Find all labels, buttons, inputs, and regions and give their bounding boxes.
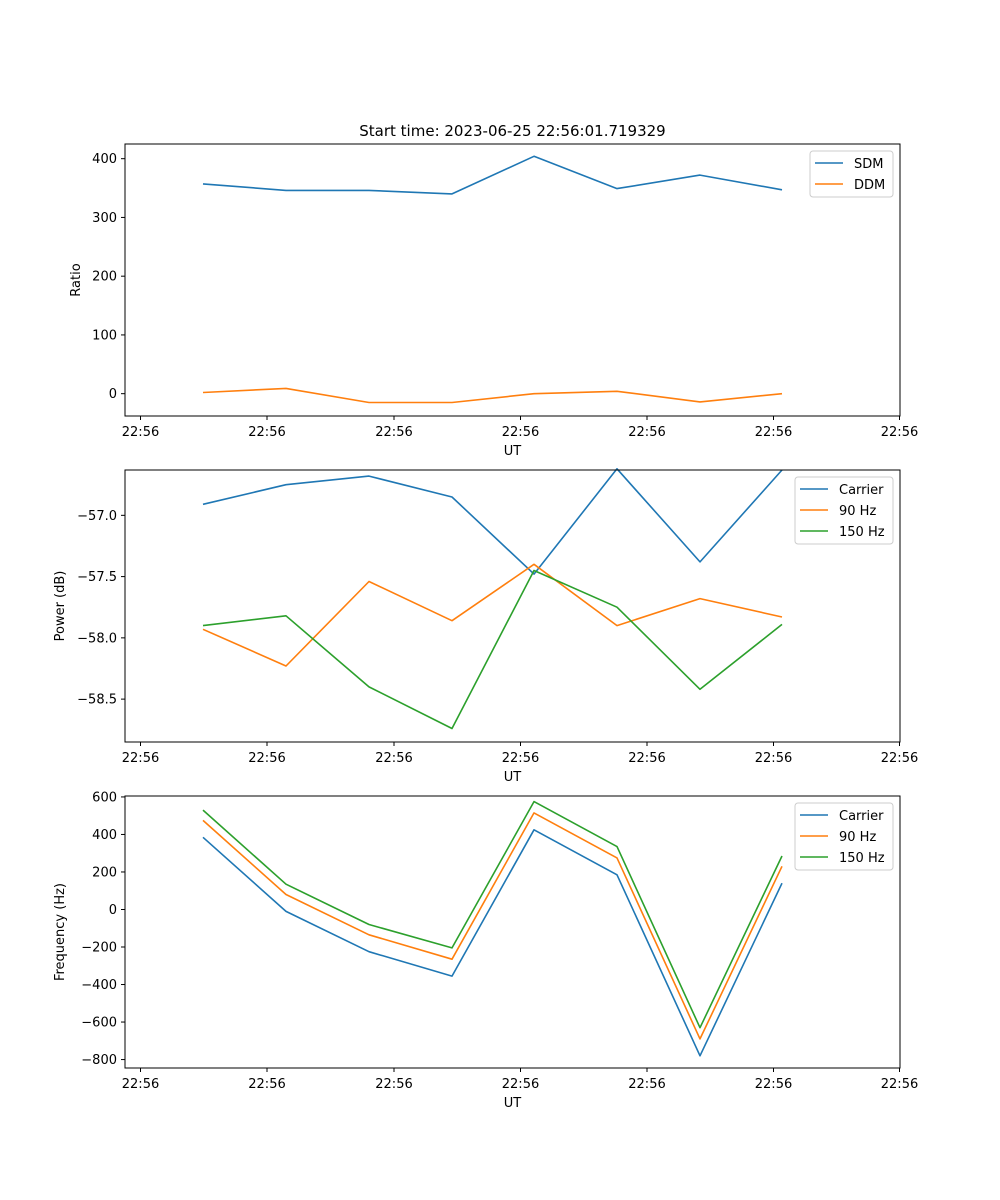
x-tick-label: 22:56 bbox=[248, 425, 285, 440]
y-tick-label: 0 bbox=[109, 903, 117, 918]
y-tick-label: 400 bbox=[92, 152, 117, 167]
y-axis-label: Ratio bbox=[69, 263, 84, 296]
y-tick-label: 400 bbox=[92, 828, 117, 843]
series-line-90-hz bbox=[202, 812, 783, 1040]
y-tick-label: −200 bbox=[81, 941, 117, 956]
legend-label: 90 Hz bbox=[839, 504, 876, 519]
x-tick-label: 22:56 bbox=[881, 751, 918, 766]
y-tick-label: 200 bbox=[92, 270, 117, 285]
legend bbox=[794, 802, 894, 871]
y-tick-label: −58.5 bbox=[77, 693, 117, 708]
x-tick-label: 22:56 bbox=[122, 751, 159, 766]
y-tick-label: −600 bbox=[81, 1016, 117, 1031]
y-tick-label: 600 bbox=[92, 790, 117, 805]
y-tick-label: 100 bbox=[92, 328, 117, 343]
frequency-panel: 22:56 22:56 22:56 22:56 22:56 22:56 22:56 UT −80… bbox=[53, 790, 918, 1111]
x-tick-label: 22:56 bbox=[502, 425, 539, 440]
y-axis-label: Frequency (Hz) bbox=[53, 883, 68, 981]
x-tick-label: 22:56 bbox=[881, 425, 918, 440]
x-tick-label: 22:56 bbox=[122, 1077, 159, 1092]
legend-label: 90 Hz bbox=[839, 830, 876, 845]
ratio-panel: 22:56 22:56 22:56 22:56 22:56 22:56 22:56 UT 0 10… bbox=[69, 143, 918, 459]
x-tick-label: 22:56 bbox=[375, 1077, 412, 1092]
x-tick-label: 22:56 bbox=[755, 751, 792, 766]
y-tick-label: −800 bbox=[81, 1053, 117, 1068]
x-tick-label: 22:56 bbox=[628, 425, 665, 440]
series-line-sdm bbox=[202, 155, 783, 195]
series-line-ddm bbox=[202, 387, 783, 404]
legend-label: DDM bbox=[854, 178, 885, 193]
power-panel: 22:56 22:56 22:56 22:56 22:56 22:56 22:56 UT −58… bbox=[53, 467, 918, 785]
x-tick-label: 22:56 bbox=[628, 1077, 665, 1092]
y-tick-label: −400 bbox=[81, 978, 117, 993]
x-tick-label: 22:56 bbox=[375, 751, 412, 766]
y-tick-label: 200 bbox=[92, 865, 117, 880]
x-tick-label: 22:56 bbox=[375, 425, 412, 440]
legend-label: Carrier bbox=[839, 483, 884, 498]
legend bbox=[794, 476, 894, 545]
axes-frame bbox=[124, 795, 901, 1069]
legend-label: Carrier bbox=[839, 809, 884, 824]
figure-title: Start time: 2023-06-25 22:56:01.719329 bbox=[359, 122, 665, 140]
y-tick-label: 300 bbox=[92, 211, 117, 226]
series-line-carrier bbox=[202, 467, 783, 575]
x-tick-label: 22:56 bbox=[881, 1077, 918, 1092]
y-tick-label: −57.5 bbox=[77, 570, 117, 585]
x-axis-label: UT bbox=[504, 444, 522, 459]
legend-label: 150 Hz bbox=[839, 525, 885, 540]
x-tick-label: 22:56 bbox=[248, 751, 285, 766]
x-tick-label: 22:56 bbox=[248, 1077, 285, 1092]
x-tick-label: 22:56 bbox=[502, 1077, 539, 1092]
y-tick-label: 0 bbox=[109, 387, 117, 402]
x-axis-label: UT bbox=[504, 770, 522, 785]
x-tick-label: 22:56 bbox=[628, 751, 665, 766]
x-tick-label: 22:56 bbox=[502, 751, 539, 766]
axes-frame bbox=[124, 143, 901, 417]
series-line-150-hz bbox=[202, 569, 783, 730]
axes-frame bbox=[124, 469, 901, 743]
x-axis-label: UT bbox=[504, 1096, 522, 1111]
series-line-150-hz bbox=[202, 800, 783, 1029]
x-tick-label: 22:56 bbox=[122, 425, 159, 440]
series-line-carrier bbox=[202, 828, 783, 1057]
series-line-90-hz bbox=[202, 563, 783, 667]
y-axis-label: Power (dB) bbox=[53, 571, 68, 642]
y-tick-label: −57.0 bbox=[77, 509, 117, 524]
x-tick-label: 22:56 bbox=[755, 425, 792, 440]
y-tick-label: −58.0 bbox=[77, 631, 117, 646]
legend-label: SDM bbox=[854, 157, 883, 172]
x-tick-label: 22:56 bbox=[755, 1077, 792, 1092]
legend-label: 150 Hz bbox=[839, 851, 885, 866]
